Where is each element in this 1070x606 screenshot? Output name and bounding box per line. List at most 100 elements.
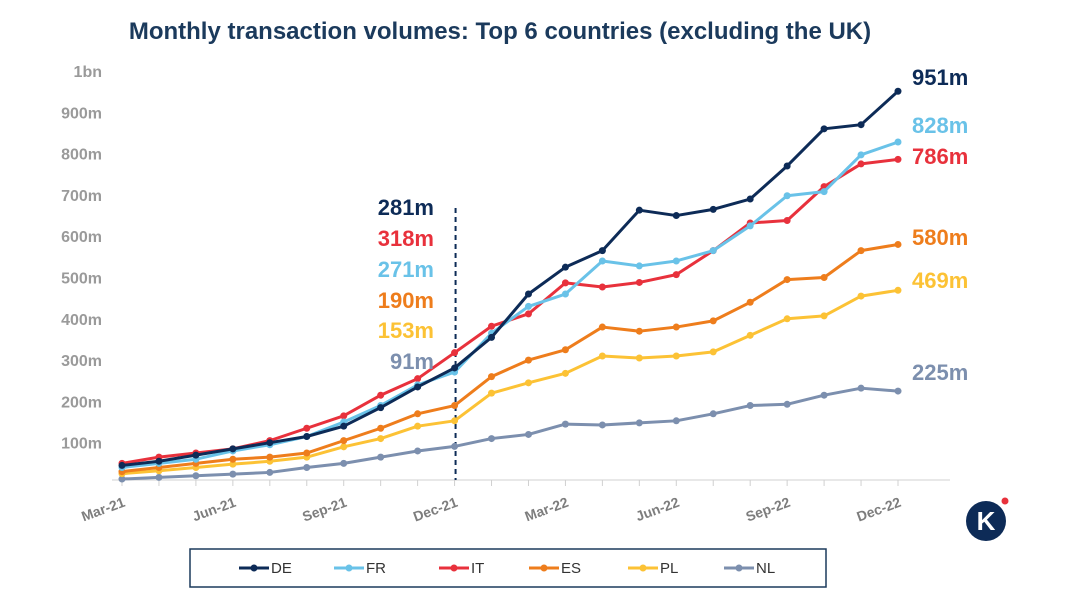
y-tick-label: 500m — [61, 271, 102, 288]
x-tick-label: Sep-22 — [744, 494, 793, 525]
data-point-pl — [894, 286, 902, 294]
x-tick-label: Dec-21 — [411, 494, 460, 525]
data-point-it — [783, 217, 791, 225]
data-point-es — [820, 274, 828, 281]
data-point-nl — [820, 391, 828, 399]
legend-label: FR — [366, 560, 386, 577]
data-point-it — [894, 155, 902, 163]
legend-box — [189, 548, 827, 588]
data-point-nl — [857, 384, 865, 392]
data-point-pl — [340, 443, 348, 451]
end-labels: 951m 828m 786m 580m 469m 225m — [912, 65, 968, 385]
end-label-de: 951m — [912, 65, 968, 90]
end-label-es: 580m — [912, 225, 968, 250]
data-point-fr — [820, 188, 828, 196]
series-layer — [118, 87, 902, 483]
legend-label: NL — [756, 560, 775, 577]
annotation-label-it: 318m — [378, 226, 434, 251]
data-point-fr — [709, 247, 717, 255]
legend-label: ES — [561, 560, 581, 577]
data-point-fr — [598, 257, 606, 265]
data-point-pl — [635, 354, 643, 362]
legend-item-es: ES — [529, 560, 581, 577]
data-point-nl — [229, 470, 237, 478]
data-point-nl — [451, 442, 459, 450]
data-point-es — [783, 276, 791, 284]
end-label-nl: 225m — [912, 360, 968, 385]
annotation-label-pl: 153m — [378, 318, 434, 343]
data-point-es — [340, 437, 348, 445]
data-point-fr — [783, 192, 791, 200]
data-point-es — [857, 247, 865, 255]
data-point-de — [561, 263, 569, 271]
data-point-de — [118, 461, 126, 469]
data-point-nl — [635, 419, 643, 427]
data-point-fr — [635, 262, 643, 270]
x-tick-label: Mar-22 — [523, 494, 571, 525]
x-tick-label: Dec-22 — [854, 494, 903, 525]
data-point-nl — [155, 473, 163, 481]
data-point-nl — [488, 435, 496, 443]
data-point-de — [524, 290, 532, 298]
legend-swatch-marker — [639, 564, 647, 572]
data-point-fr — [524, 302, 532, 310]
y-tick-label: 200m — [61, 394, 102, 411]
data-point-nl — [672, 417, 680, 425]
data-point-fr — [857, 151, 865, 159]
data-point-pl — [820, 312, 828, 320]
y-tick-label: 800m — [61, 147, 102, 164]
data-point-fr — [561, 290, 569, 298]
data-point-es — [414, 410, 422, 418]
data-point-es — [598, 323, 606, 331]
data-point-es — [524, 356, 532, 364]
data-point-nl — [561, 420, 569, 428]
data-point-it — [524, 310, 532, 318]
data-point-pl — [746, 331, 754, 339]
end-label-fr: 828m — [912, 113, 968, 138]
data-point-de — [746, 195, 754, 203]
series-de — [118, 87, 902, 469]
logo-dot — [1001, 497, 1009, 505]
annotation-label-nl: 91m — [390, 349, 434, 374]
series-line-fr — [121, 140, 899, 469]
data-point-nl — [340, 459, 348, 467]
series-line-nl — [121, 386, 899, 481]
data-point-nl — [266, 468, 274, 476]
series-line-pl — [121, 288, 899, 476]
data-point-nl — [746, 402, 754, 410]
legend-swatch-marker — [250, 564, 258, 572]
data-point-fr — [672, 257, 680, 265]
series-line-es — [121, 242, 899, 474]
chart-title: Monthly transaction volumes: Top 6 count… — [128, 18, 872, 45]
y-tick-label: 100m — [61, 436, 102, 453]
end-label-pl: 469m — [912, 268, 968, 293]
data-point-de — [488, 333, 496, 341]
series-line-it — [121, 157, 899, 465]
logo-letter: K — [977, 506, 996, 536]
legend-item-pl: PL — [628, 560, 678, 577]
data-point-de — [598, 247, 606, 255]
data-point-es — [266, 453, 274, 461]
data-point-de — [709, 205, 717, 213]
data-point-es — [488, 373, 496, 381]
data-point-it — [598, 283, 606, 291]
data-point-pl — [561, 369, 569, 377]
data-point-nl — [118, 475, 126, 483]
data-point-es — [672, 323, 680, 331]
data-point-it — [303, 424, 311, 432]
annotation-label-fr: 271m — [378, 257, 434, 282]
legend-swatch-marker — [735, 564, 743, 572]
data-point-it — [377, 391, 385, 399]
data-point-fr — [894, 138, 902, 146]
end-label-it: 786m — [912, 144, 968, 169]
data-point-it — [561, 279, 569, 287]
data-point-es — [635, 327, 643, 335]
legend-label: DE — [271, 560, 292, 577]
data-point-nl — [303, 463, 311, 471]
data-point-de — [192, 451, 200, 459]
data-point-pl — [488, 389, 496, 397]
y-tick-label: 600m — [61, 229, 102, 246]
data-point-nl — [414, 447, 422, 455]
x-tick-label: Mar-21 — [79, 494, 127, 525]
x-tick-label: Sep-21 — [300, 494, 349, 525]
